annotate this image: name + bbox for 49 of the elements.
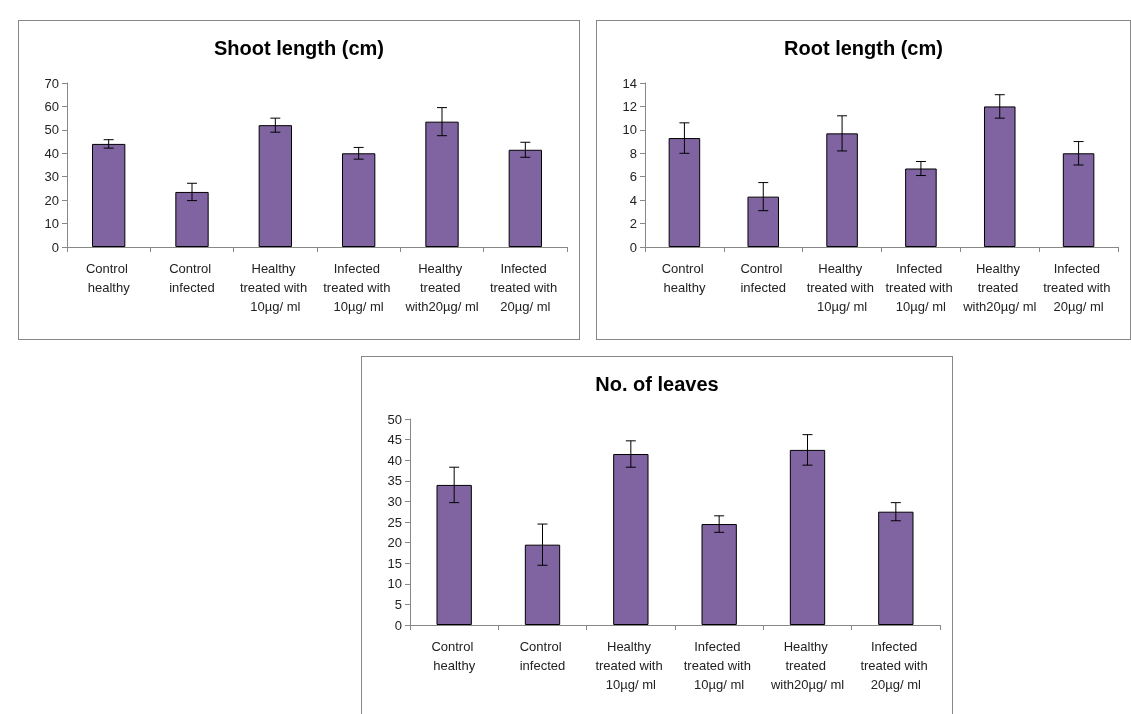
bar: [92, 143, 126, 247]
y-tick-label: 5: [394, 596, 402, 612]
y-tick-label: 0: [629, 239, 637, 255]
y-tick-label: 20: [44, 192, 59, 208]
y-tick-label: 2: [629, 216, 637, 232]
chart-title: No. of leaves: [595, 373, 719, 395]
y-tick-label: 20: [387, 535, 402, 551]
x-tick-label: Healthy treated with20µg/ ml: [404, 261, 479, 314]
y-tick-label: 15: [387, 555, 402, 571]
y-tick-label: 14: [622, 75, 637, 91]
x-tick-label: Control infected: [519, 639, 566, 673]
x-tick-label: Control healthy: [85, 261, 132, 295]
y-tick-label: 0: [51, 239, 59, 255]
y-tick-label: 10: [387, 576, 402, 592]
y-tick-label: 40: [44, 145, 59, 161]
x-tick-label: Infected treated with 20µg/ ml: [489, 261, 561, 314]
y-tick-label: 10: [44, 216, 59, 232]
x-tick-label: Control infected: [740, 261, 787, 295]
y-tick-label: 30: [387, 493, 402, 509]
y-tick-label: 12: [622, 98, 637, 114]
y-tick-label: 25: [387, 514, 402, 530]
y-tick-label: 50: [387, 411, 402, 427]
y-tick-label: 30: [44, 169, 59, 185]
x-tick-label: Healthy treated with 10µg/ ml: [239, 261, 311, 314]
x-tick-label: Control healthy: [661, 261, 708, 295]
y-tick-label: 10: [622, 122, 637, 138]
x-tick-label: Control healthy: [431, 639, 477, 673]
y-tick-label: 6: [629, 169, 637, 185]
x-tick-label: Healthy treated with 10µg/ ml: [595, 639, 667, 692]
y-tick-label: 45: [387, 432, 402, 448]
y-tick-label: 60: [44, 98, 59, 114]
y-tick-label: 35: [387, 473, 402, 489]
x-tick-label: Healthy treated with 10µg/ ml: [806, 261, 878, 314]
y-tick-label: 0: [394, 617, 402, 633]
x-tick-label: Infected treated with 10µg/ ml: [885, 261, 957, 314]
x-tick-label: Infected treated with 20µg/ ml: [1043, 261, 1114, 314]
chart-title: Shoot length (cm): [214, 37, 384, 59]
y-tick-label: 40: [387, 452, 402, 468]
y-tick-label: 50: [44, 122, 59, 138]
chart-title: Root length (cm): [784, 37, 943, 59]
x-tick-label: Infected treated with 20µg/ ml: [860, 639, 932, 692]
y-tick-label: 4: [629, 192, 637, 208]
x-tick-label: Infected treated with 10µg/ ml: [323, 261, 395, 314]
x-tick-label: Healthy treated with20µg/ ml: [962, 261, 1037, 314]
x-tick-label: Infected treated with 10µg/ ml: [683, 639, 755, 692]
x-tick-label: Healthy treated with20µg/ ml: [769, 639, 845, 692]
y-tick-label: 8: [629, 145, 637, 161]
x-tick-label: Control infected: [169, 261, 215, 295]
y-tick-label: 70: [44, 75, 59, 91]
